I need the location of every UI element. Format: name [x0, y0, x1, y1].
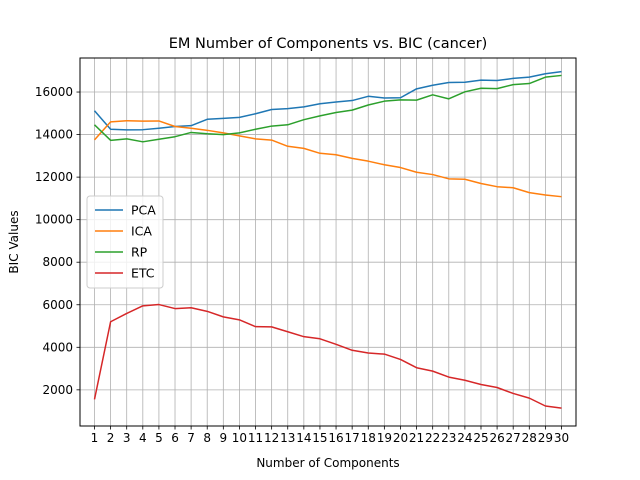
series-line-ica [93, 120, 562, 198]
x-tick-label: 29 [538, 431, 553, 445]
x-tick-label: 15 [312, 431, 327, 445]
y-tick-label: 6000 [42, 298, 73, 312]
series-line-rp [93, 74, 562, 143]
x-tick-label: 28 [522, 431, 537, 445]
x-tick-label: 9 [220, 431, 228, 445]
y-tick-label: 4000 [42, 340, 73, 354]
plot-frame [79, 57, 577, 427]
x-tick-label: 14 [296, 431, 311, 445]
x-tick-label: 18 [361, 431, 376, 445]
x-axis-title: Number of Components [256, 456, 399, 470]
x-tick-label: 1 [91, 431, 99, 445]
legend-label-rp: RP [131, 245, 148, 260]
y-tick-label: 2000 [42, 383, 73, 397]
x-tick-label: 12 [264, 431, 279, 445]
x-tick-label: 8 [203, 431, 211, 445]
x-tick-label: 3 [123, 431, 131, 445]
y-tick-label: 10000 [35, 213, 73, 227]
x-tick-label: 23 [441, 431, 456, 445]
y-tick-label: 16000 [35, 85, 73, 99]
series-line-pca [93, 70, 562, 131]
y-axis-ticks: 2000 4000 6000 8000 10000 12000 14000 16000 [35, 85, 80, 397]
x-tick-label: 7 [187, 431, 195, 445]
x-tick-label: 17 [345, 431, 360, 445]
x-tick-label: 19 [377, 431, 392, 445]
x-tick-label: 11 [248, 431, 263, 445]
x-tick-label: 2 [107, 431, 115, 445]
x-tick-label: 4 [139, 431, 147, 445]
x-tick-label: 22 [425, 431, 440, 445]
x-tick-label: 25 [473, 431, 488, 445]
series-lines [93, 70, 562, 409]
legend-label-etc: ETC [131, 266, 155, 281]
x-tick-label: 21 [409, 431, 424, 445]
chart-title: EM Number of Components vs. BIC (cancer) [169, 36, 488, 52]
series-line-etc [93, 303, 562, 409]
y-tick-label: 8000 [42, 255, 73, 269]
legend-label-pca: PCA [131, 203, 156, 218]
x-tick-label: 24 [457, 431, 472, 445]
y-tick-label: 12000 [35, 170, 73, 184]
x-axis-ticks: 1 2 3 4 5 6 7 8 9 10 11 12 13 14 15 16 17 18 19 20 21 22 23 24 2… [91, 426, 569, 445]
x-tick-label: 20 [393, 431, 408, 445]
y-axis-title: BIC Values [7, 210, 21, 273]
grid [80, 58, 576, 426]
legend-box [86, 195, 164, 289]
x-tick-label: 26 [489, 431, 504, 445]
y-tick-label: 14000 [35, 128, 73, 142]
x-tick-label: 10 [232, 431, 247, 445]
legend-label-ica: ICA [131, 224, 152, 239]
x-tick-label: 30 [554, 431, 569, 445]
x-tick-label: 5 [155, 431, 163, 445]
x-tick-label: 6 [171, 431, 179, 445]
x-tick-label: 13 [280, 431, 295, 445]
legend: PCA ICA RP ETC [86, 195, 164, 289]
x-tick-label: 27 [506, 431, 521, 445]
x-tick-label: 16 [328, 431, 343, 445]
